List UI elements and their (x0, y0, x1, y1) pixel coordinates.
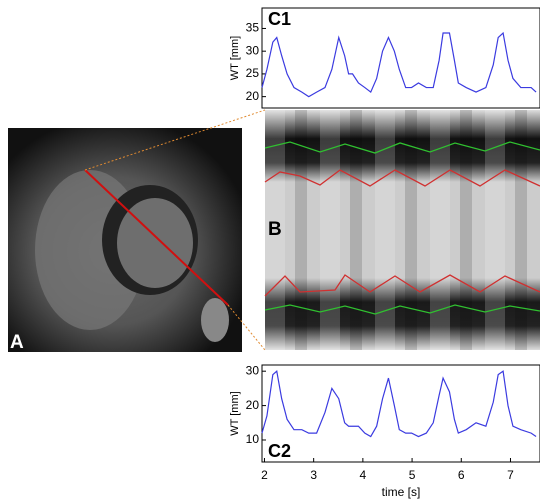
chart-title: C1 (268, 9, 291, 29)
mri-image (8, 128, 242, 352)
panel-label: B (268, 219, 282, 240)
y-tick-label: 30 (246, 363, 260, 377)
data-line (261, 370, 537, 438)
connector (227, 304, 266, 351)
y-tick-label: 20 (246, 398, 260, 412)
x-tick-label: 3 (310, 468, 317, 482)
y-tick-label: 35 (246, 21, 260, 35)
mmode-image (264, 110, 540, 350)
y-tick-label: 25 (246, 66, 260, 80)
data-line (261, 31, 537, 98)
x-tick-label: 6 (458, 468, 465, 482)
x-tick-label: 7 (507, 468, 514, 482)
x-axis-label: time [s] (382, 485, 421, 499)
y-tick-label: 30 (246, 43, 260, 57)
y-tick-label: 10 (246, 432, 260, 446)
plot-area (261, 364, 540, 463)
x-tick-label: 4 (360, 468, 367, 482)
y-axis-label: WT [mm] (229, 36, 241, 80)
y-tick-label: 20 (246, 89, 260, 103)
y-axis-label: WT [mm] (229, 391, 241, 435)
chart-title: C2 (268, 441, 291, 461)
x-tick-label: 2 (261, 468, 268, 482)
panel-label: A (10, 332, 24, 353)
plot-area (261, 7, 540, 109)
x-tick-label: 5 (409, 468, 416, 482)
